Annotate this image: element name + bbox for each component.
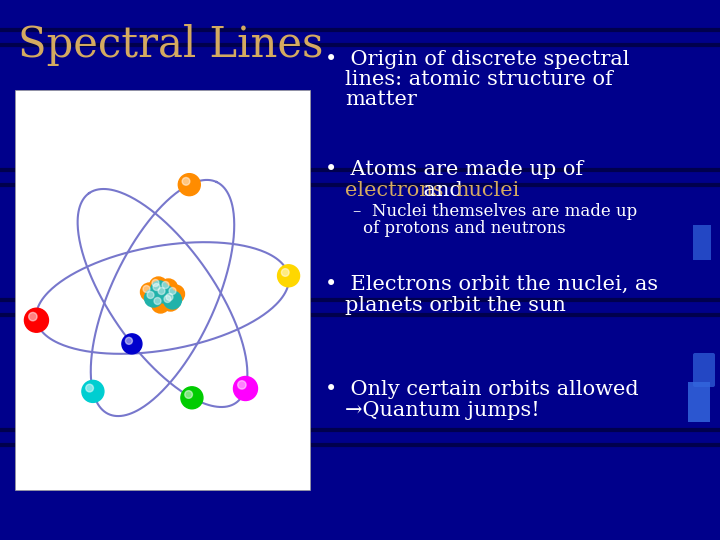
- Circle shape: [282, 268, 289, 276]
- Circle shape: [181, 387, 203, 409]
- Circle shape: [150, 277, 168, 295]
- FancyBboxPatch shape: [693, 225, 711, 260]
- Circle shape: [158, 287, 165, 294]
- Circle shape: [238, 381, 246, 389]
- Circle shape: [147, 292, 154, 299]
- Circle shape: [122, 334, 142, 354]
- Text: •  Origin of discrete spectral: • Origin of discrete spectral: [325, 50, 629, 69]
- Text: –  Nuclei themselves are made up: – Nuclei themselves are made up: [353, 203, 637, 220]
- Circle shape: [179, 174, 200, 195]
- Circle shape: [143, 286, 150, 293]
- Circle shape: [169, 287, 176, 294]
- FancyBboxPatch shape: [15, 90, 310, 490]
- Circle shape: [153, 284, 160, 291]
- Text: lines: atomic structure of: lines: atomic structure of: [345, 70, 613, 89]
- Circle shape: [163, 291, 181, 309]
- Circle shape: [166, 294, 173, 300]
- Circle shape: [156, 285, 174, 303]
- Text: of protons and neutrons: of protons and neutrons: [363, 220, 566, 237]
- Circle shape: [185, 390, 192, 399]
- Circle shape: [154, 298, 161, 305]
- Circle shape: [86, 384, 94, 392]
- Circle shape: [166, 285, 184, 303]
- Text: and: and: [417, 181, 469, 200]
- Circle shape: [161, 293, 179, 311]
- Circle shape: [160, 279, 178, 297]
- Text: •  Only certain orbits allowed: • Only certain orbits allowed: [325, 380, 639, 399]
- Circle shape: [162, 281, 169, 288]
- Circle shape: [233, 376, 258, 401]
- Circle shape: [277, 265, 300, 287]
- Circle shape: [29, 313, 37, 321]
- Circle shape: [140, 283, 158, 301]
- Circle shape: [125, 338, 132, 345]
- Circle shape: [164, 295, 171, 302]
- Text: Spectral Lines: Spectral Lines: [18, 24, 323, 66]
- Text: electrons: electrons: [345, 181, 444, 200]
- Text: planets orbit the sun: planets orbit the sun: [345, 296, 566, 315]
- Text: nuclei: nuclei: [455, 181, 519, 200]
- Circle shape: [152, 280, 159, 287]
- Circle shape: [150, 281, 168, 299]
- Circle shape: [24, 308, 48, 332]
- Circle shape: [182, 178, 190, 185]
- Circle shape: [145, 289, 163, 307]
- FancyBboxPatch shape: [693, 353, 715, 387]
- Text: matter: matter: [345, 90, 417, 109]
- Text: •  Electrons orbit the nuclei, as: • Electrons orbit the nuclei, as: [325, 275, 658, 294]
- FancyBboxPatch shape: [688, 382, 710, 422]
- Circle shape: [82, 380, 104, 402]
- Text: •  Atoms are made up of: • Atoms are made up of: [325, 160, 583, 179]
- Circle shape: [151, 295, 169, 313]
- Text: →Quantum jumps!: →Quantum jumps!: [345, 401, 540, 420]
